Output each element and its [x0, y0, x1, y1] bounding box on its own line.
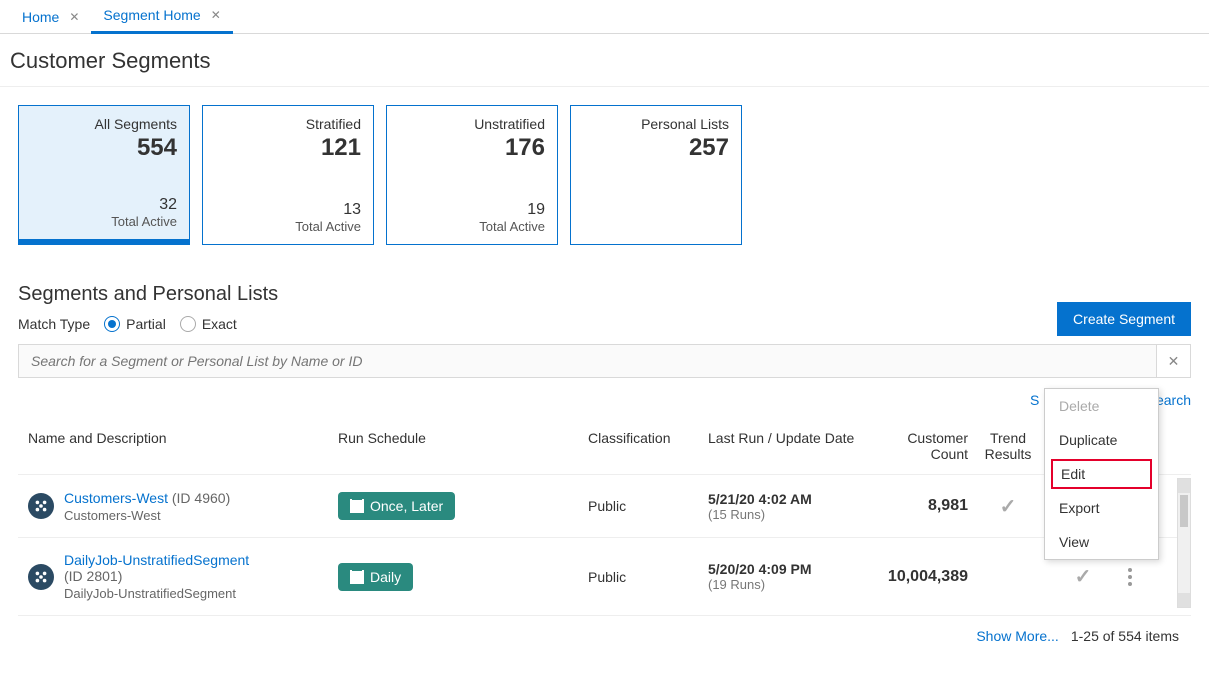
card-value: 554 — [31, 134, 177, 162]
row-desc: DailyJob-UnstratifiedSegment — [64, 586, 338, 601]
col-name[interactable]: Name and Description — [28, 430, 338, 462]
card-sub-label: Total Active — [31, 214, 177, 229]
radio-partial-label: Partial — [126, 316, 166, 332]
row-name-link[interactable]: Customers-West — [64, 490, 168, 506]
lastrun-date: 5/20/20 4:09 PM — [708, 561, 878, 577]
card-value: 176 — [399, 134, 545, 162]
check-icon: ✓ — [1000, 496, 1017, 518]
col-lastrun[interactable]: Last Run / Update Date — [708, 430, 878, 462]
card-sub-value: 19 — [399, 201, 545, 219]
card-title: All Segments — [31, 116, 177, 132]
lastrun-runs: (19 Runs) — [708, 577, 878, 592]
classification: Public — [588, 498, 708, 514]
links-row: S earch — [0, 386, 1209, 418]
section-title: Segments and Personal Lists — [0, 255, 1209, 316]
row-actions-button[interactable] — [1118, 564, 1142, 590]
card-sub-value: 13 — [215, 201, 361, 219]
row-id: (ID 2801) — [64, 568, 122, 584]
col-schedule[interactable]: Run Schedule — [338, 430, 588, 462]
page-title: Customer Segments — [0, 34, 1209, 87]
schedule-badge[interactable]: Daily — [338, 563, 413, 591]
col-trend[interactable]: Trend Results — [968, 430, 1048, 462]
table-row: DailyJob-UnstratifiedSegment (ID 2801) D… — [18, 538, 1191, 616]
radio-icon — [104, 316, 120, 332]
radio-icon — [180, 316, 196, 332]
calendar-icon — [350, 499, 364, 513]
schedule-label: Once, Later — [370, 498, 443, 514]
pagination-range: 1-25 of 554 items — [1071, 628, 1179, 644]
scrollbar[interactable] — [1177, 478, 1191, 608]
search-input[interactable] — [18, 344, 1157, 378]
card-sub-label: Total Active — [215, 219, 361, 234]
close-icon[interactable]: ✕ — [69, 10, 79, 24]
card-title: Personal Lists — [583, 116, 729, 132]
card-title: Unstratified — [399, 116, 545, 132]
segment-icon — [28, 564, 54, 590]
close-icon: ✕ — [1168, 353, 1180, 370]
tab-segment-home-label: Segment Home — [103, 7, 200, 23]
stat-cards-row: All Segments 554 32 Total Active Stratif… — [0, 87, 1209, 255]
tab-home[interactable]: Home ✕ — [10, 0, 91, 34]
table-row: Customers-West (ID 4960) Customers-West … — [18, 475, 1191, 538]
col-count[interactable]: Customer Count — [878, 430, 968, 462]
card-value: 257 — [583, 134, 729, 162]
menu-item-delete: Delete — [1045, 389, 1158, 423]
schedule-label: Daily — [370, 569, 401, 585]
card-stratified[interactable]: Stratified 121 13 Total Active — [202, 105, 374, 245]
tabs-bar: Home ✕ Segment Home ✕ — [0, 0, 1209, 34]
clear-search-button[interactable]: ✕ — [1157, 344, 1191, 378]
segment-icon — [28, 493, 54, 519]
menu-item-edit[interactable]: Edit — [1051, 459, 1152, 489]
table-header: Name and Description Run Schedule Classi… — [18, 418, 1191, 475]
context-menu: Delete Duplicate Edit Export View — [1044, 388, 1159, 560]
table-footer: Show More... 1-25 of 554 items — [0, 616, 1209, 656]
card-sub-label: Total Active — [399, 219, 545, 234]
scrollbar-thumb[interactable] — [1180, 495, 1188, 527]
col-classification[interactable]: Classification — [588, 430, 708, 462]
card-title: Stratified — [215, 116, 361, 132]
tab-segment-home[interactable]: Segment Home ✕ — [91, 0, 232, 34]
row-desc: Customers-West — [64, 508, 338, 523]
card-value: 121 — [215, 134, 361, 162]
schedule-badge[interactable]: Once, Later — [338, 492, 455, 520]
show-more-link[interactable]: Show More... — [976, 628, 1058, 644]
card-sub-value: 32 — [31, 196, 177, 214]
customer-count: 10,004,389 — [888, 568, 968, 585]
menu-item-duplicate[interactable]: Duplicate — [1045, 423, 1158, 457]
card-unstratified[interactable]: Unstratified 176 19 Total Active — [386, 105, 558, 245]
card-personal-lists[interactable]: Personal Lists 257 — [570, 105, 742, 245]
table: Delete Duplicate Edit Export View Name a… — [0, 418, 1209, 616]
close-icon[interactable]: ✕ — [211, 8, 221, 22]
create-segment-button[interactable]: Create Segment — [1057, 302, 1191, 336]
row-id: (ID 4960) — [172, 490, 230, 506]
card-all-segments[interactable]: All Segments 554 32 Total Active — [18, 105, 190, 245]
radio-exact[interactable]: Exact — [180, 316, 237, 332]
tab-home-label: Home — [22, 9, 59, 25]
check-icon: ✓ — [1075, 566, 1092, 588]
radio-exact-label: Exact — [202, 316, 237, 332]
menu-item-view[interactable]: View — [1045, 525, 1158, 559]
radio-partial[interactable]: Partial — [104, 316, 166, 332]
row-name-link[interactable]: DailyJob-UnstratifiedSegment — [64, 552, 249, 568]
classification: Public — [588, 569, 708, 585]
lastrun-date: 5/21/20 4:02 AM — [708, 491, 878, 507]
lastrun-runs: (15 Runs) — [708, 507, 878, 522]
calendar-icon — [350, 570, 364, 584]
customer-count: 8,981 — [928, 497, 968, 514]
menu-item-export[interactable]: Export — [1045, 491, 1158, 525]
match-type-label: Match Type — [18, 316, 90, 332]
match-type-row: Match Type Partial Exact — [0, 316, 1209, 344]
